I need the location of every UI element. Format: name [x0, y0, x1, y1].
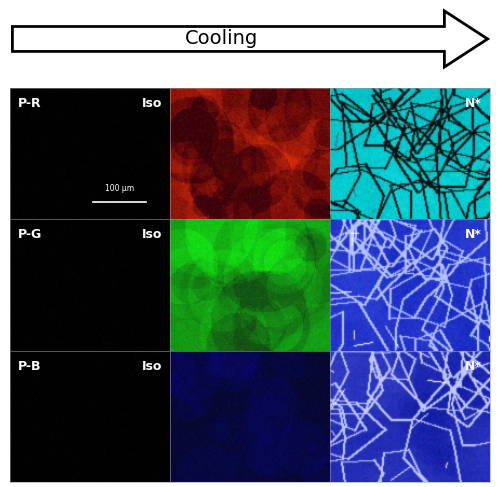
Polygon shape — [12, 11, 488, 67]
Text: 100 μm: 100 μm — [105, 184, 134, 193]
Text: P-R: P-R — [18, 97, 42, 110]
Text: Iso: Iso — [142, 97, 162, 110]
Text: P-G: P-G — [18, 228, 42, 242]
Text: Iso: Iso — [142, 228, 162, 242]
Text: P-B: P-B — [18, 360, 42, 373]
Text: N*: N* — [465, 360, 482, 373]
Text: Iso: Iso — [142, 360, 162, 373]
Text: N*: N* — [465, 228, 482, 242]
Text: Cooling: Cooling — [184, 29, 258, 49]
Text: N*: N* — [465, 97, 482, 110]
